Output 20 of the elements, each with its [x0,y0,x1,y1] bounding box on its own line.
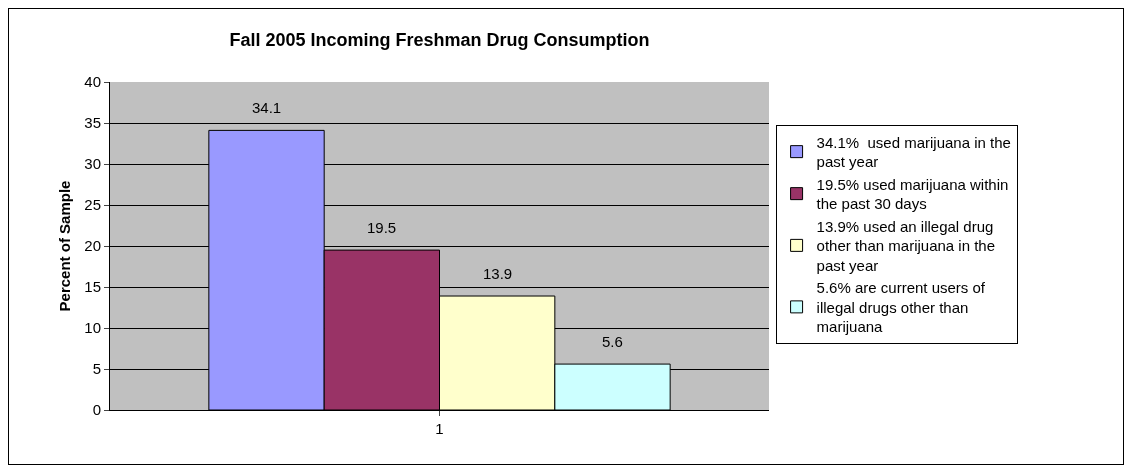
y-tick-label: 20 [84,237,101,255]
chart-title: Fall 2005 Incoming Freshman Drug Consumption [229,29,650,50]
x-tick-label: 1 [435,420,444,437]
legend-label: 34.1% used marijuana in the past year [816,133,1011,171]
y-axis-title: Percent of Sample [56,180,73,312]
y-tick-label: 0 [92,401,101,419]
legend-label: 5.6% are current users of illegal drugs other than marijuana [816,279,986,336]
legend-label: 19.5% used marijuana within the past 30 days [816,175,1009,213]
y-tick-label: 25 [84,196,101,214]
y-tick-label: 15 [84,278,101,296]
data-label: 19.5 [367,219,397,236]
y-tick-label: 40 [84,73,101,91]
y-tick-label: 35 [84,114,101,132]
data-label: 13.9 [483,265,513,282]
y-tick-label: 5 [92,360,101,378]
data-label: 5.6 [602,333,623,350]
data-label: 34.1 [252,99,282,116]
y-tick-label: 10 [84,319,101,337]
y-tick-label: 30 [84,155,101,173]
legend-label: 13.9% used an illegal drug other than marijuana in the past year [816,217,996,274]
